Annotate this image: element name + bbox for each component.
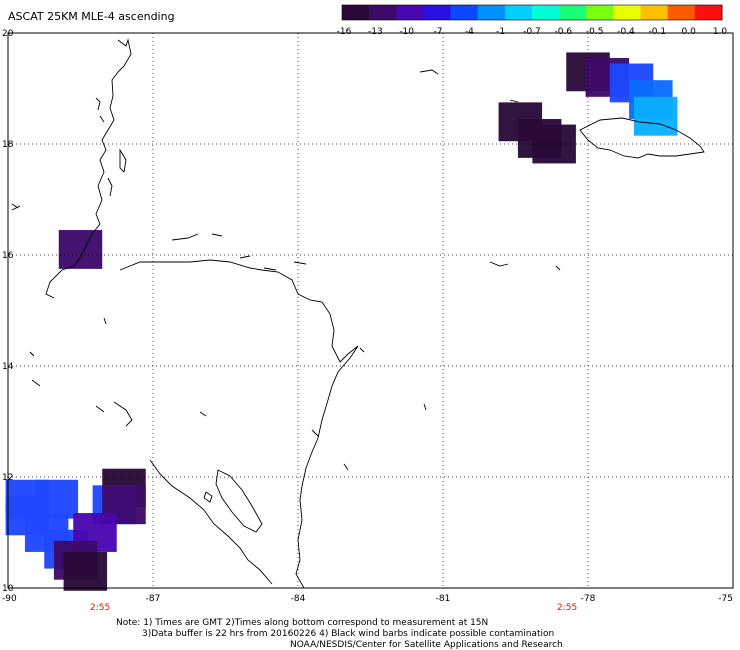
latitude-label: 12 xyxy=(2,473,13,483)
colorbar-tick-label: -10 xyxy=(399,27,414,37)
belize-cays xyxy=(29,317,349,471)
lake-managua xyxy=(203,491,213,503)
colorbar-swatch xyxy=(477,5,506,20)
bay-islands xyxy=(171,233,307,271)
gulf-fonseca xyxy=(95,401,133,427)
colorbar-swatch xyxy=(613,5,642,20)
map-title: ASCAT 25KM MLE-4 ascending xyxy=(8,10,175,23)
note-line-1: Note: 1) Times are GMT 2)Times along bot… xyxy=(116,618,488,628)
longitude-label: -84 xyxy=(291,594,306,604)
latitude-label: 10 xyxy=(2,584,14,594)
coastlines xyxy=(11,38,705,589)
colorbar-swatch xyxy=(369,5,397,20)
colorbar-tick-label: 0.0 xyxy=(682,27,697,37)
nicaragua-coast xyxy=(295,399,329,589)
colorbar xyxy=(341,4,723,21)
longitude-label: -90 xyxy=(2,594,17,604)
time-label: 2:55 xyxy=(90,603,110,613)
colorbar-tick-label: -0.6 xyxy=(555,27,573,37)
colorbar-tick-label: -1 xyxy=(496,27,505,37)
colorbar-swatch xyxy=(450,5,479,20)
map-frame xyxy=(7,32,734,589)
colorbar-tick-label: -0.1 xyxy=(649,27,667,37)
colorbar-tick-label: -4 xyxy=(465,27,474,37)
colorbar-swatch xyxy=(532,5,560,20)
colorbar-swatch xyxy=(423,5,452,20)
longitude-label: -81 xyxy=(436,594,451,604)
colorbar-swatch xyxy=(667,5,696,20)
data-cell xyxy=(633,96,678,136)
note-line-3: NOAA/NESDIS/Center for Satellite Applica… xyxy=(290,640,563,650)
colorbar-swatch xyxy=(396,5,424,20)
data-cell xyxy=(532,124,576,164)
colorbar-tick-label: -0.7 xyxy=(523,27,541,37)
colorbar-tick-label: -0.5 xyxy=(586,27,604,37)
jamaica xyxy=(579,117,705,159)
note-line-2: 3)Data buffer is 22 hrs from 20160226 4)… xyxy=(142,629,554,639)
colorbar-swatch xyxy=(694,5,723,20)
pacific-coast xyxy=(149,459,273,585)
colorbar-labels: -16 -13 -10 -7 -4 -1 -0.7 -0.6 -0.5 -0.4 -0.1 0.0 1.… xyxy=(337,27,728,37)
colorbar-tick-label: -13 xyxy=(368,27,383,37)
honduras-coast xyxy=(119,259,359,401)
time-label: 2:55 xyxy=(557,603,577,613)
data-cells xyxy=(5,52,678,591)
colorbar-swatch xyxy=(559,5,587,20)
colorbar-swatch xyxy=(504,5,533,20)
colorbar-swatch xyxy=(342,5,370,20)
latitude-label: 20 xyxy=(2,29,14,39)
colorbar-tick-label: -0.4 xyxy=(617,27,635,37)
honduras-islets xyxy=(359,261,561,411)
latitude-label: 14 xyxy=(2,362,14,372)
colorbar-tick-label: 1.0 xyxy=(713,27,728,37)
data-cell xyxy=(63,551,108,591)
lake-nicaragua xyxy=(215,469,263,533)
latitude-labels: 20 18 16 14 12 10 xyxy=(2,29,14,594)
longitude-label: -75 xyxy=(718,594,733,604)
cayman-islands xyxy=(419,69,519,103)
colorbar-tick-label: -7 xyxy=(434,27,443,37)
colorbar-tick-label: -16 xyxy=(337,27,352,37)
longitude-label: -78 xyxy=(581,594,596,604)
yucatan-islets xyxy=(11,97,113,211)
yucatan-coast xyxy=(45,38,132,299)
colorbar-border xyxy=(341,4,723,21)
data-cell xyxy=(58,230,103,269)
colorbar-swatch xyxy=(586,5,614,20)
latitude-label: 18 xyxy=(2,140,14,150)
colorbar-swatch xyxy=(640,5,669,20)
longitude-label: -87 xyxy=(146,594,161,604)
longitude-labels: -90 -87 -84 -81 -78 -75 xyxy=(2,594,733,604)
latitude-label: 16 xyxy=(2,251,14,261)
cozumel xyxy=(119,148,127,173)
